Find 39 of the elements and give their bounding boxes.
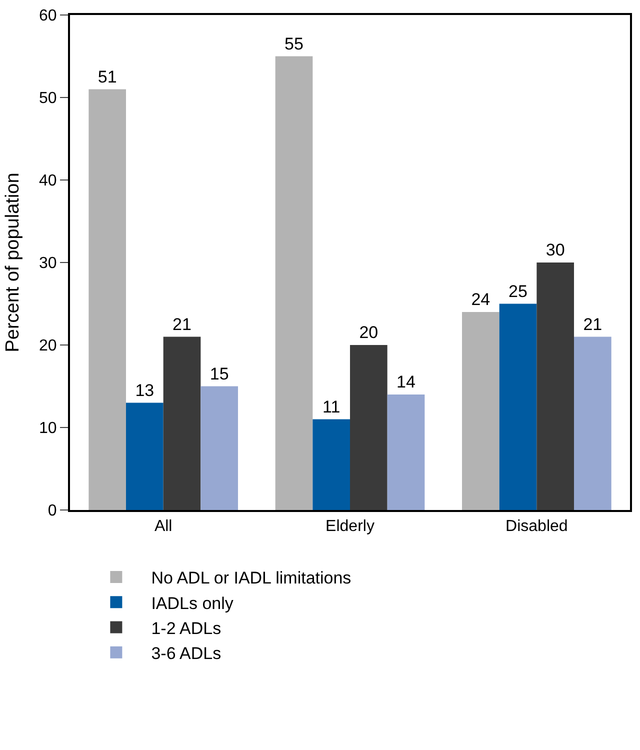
x-tick-label: Disabled bbox=[506, 518, 568, 536]
data-label: 24 bbox=[471, 290, 490, 309]
data-label: 13 bbox=[135, 380, 154, 400]
y-tick-label: 60 bbox=[39, 8, 57, 25]
bar bbox=[387, 394, 425, 510]
data-label: 30 bbox=[546, 240, 565, 260]
data-label: 15 bbox=[210, 364, 229, 384]
x-tick-label: Elderly bbox=[326, 518, 374, 536]
legend-label: 3-6 ADLs bbox=[151, 644, 222, 663]
bar bbox=[350, 345, 388, 510]
bar bbox=[200, 386, 238, 510]
data-label: 14 bbox=[396, 372, 416, 392]
data-label: 21 bbox=[172, 314, 192, 334]
bar bbox=[275, 56, 313, 510]
bar bbox=[499, 304, 537, 510]
bar bbox=[88, 89, 126, 510]
data-label: 51 bbox=[98, 67, 117, 86]
y-tick-label: 50 bbox=[39, 90, 57, 108]
bar bbox=[312, 419, 350, 510]
x-tick-label: All bbox=[154, 518, 172, 536]
y-tick-label: 0 bbox=[48, 502, 57, 520]
legend-label: No ADL or IADL limitations bbox=[151, 568, 352, 588]
data-label: 11 bbox=[322, 397, 340, 416]
data-label: 20 bbox=[359, 323, 378, 342]
y-axis-title: Percent of population bbox=[2, 172, 24, 352]
bar bbox=[163, 336, 201, 510]
y-tick-label: 40 bbox=[39, 172, 57, 190]
y-tick-label: 20 bbox=[39, 338, 57, 355]
bar bbox=[536, 262, 574, 510]
y-tick-label: 10 bbox=[39, 420, 57, 438]
data-label: 55 bbox=[284, 34, 304, 54]
bar bbox=[574, 336, 612, 510]
data-label: 21 bbox=[583, 314, 602, 334]
data-label: 25 bbox=[508, 282, 528, 301]
bar bbox=[462, 312, 500, 510]
legend-label: IADLs only bbox=[151, 594, 234, 613]
legend-label: 1-2 ADLs bbox=[151, 618, 222, 638]
bar bbox=[126, 402, 164, 510]
y-tick-label: 30 bbox=[39, 255, 57, 272]
